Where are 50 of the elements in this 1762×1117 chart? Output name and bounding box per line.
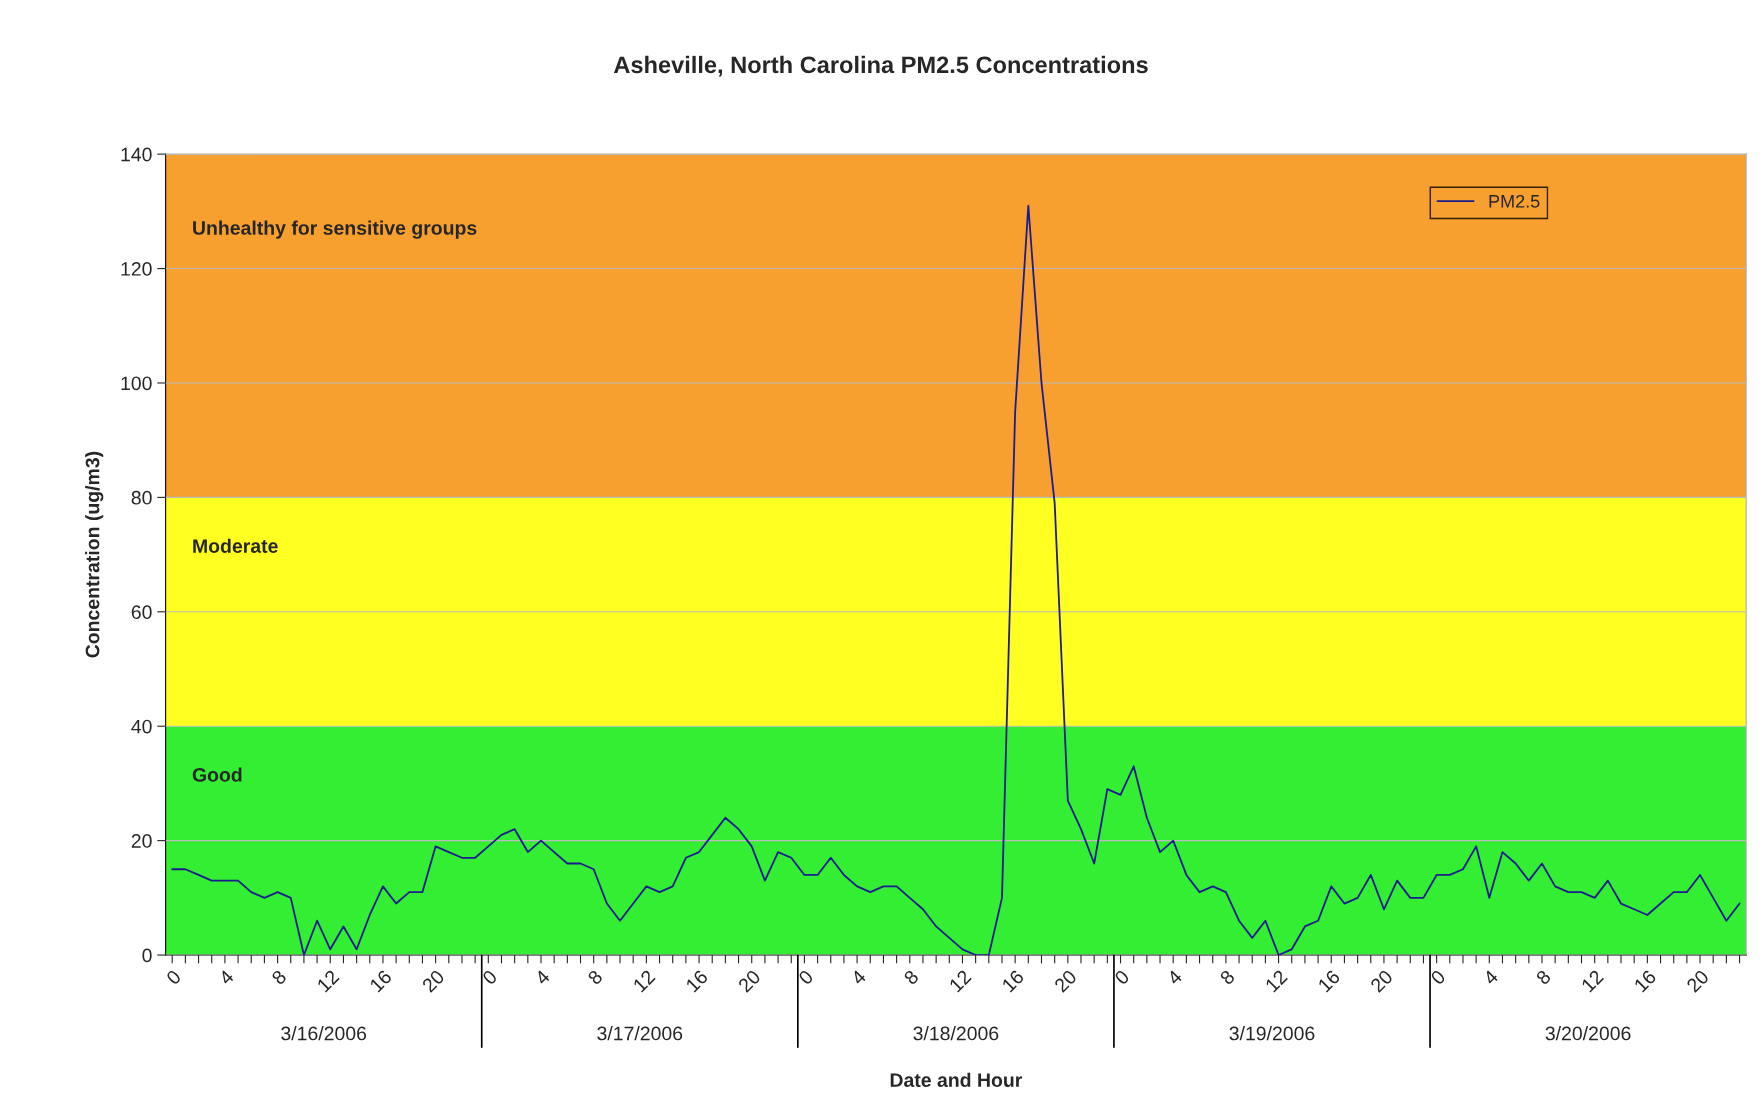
x-tick-label: 20 bbox=[421, 969, 446, 993]
x-tick-label: 20 bbox=[737, 969, 762, 993]
x-tick-label: 16 bbox=[685, 969, 709, 993]
x-tick-label: 4 bbox=[1482, 969, 1499, 986]
x-tick-label: 8 bbox=[1219, 969, 1236, 986]
x-tick-label: 4 bbox=[534, 969, 551, 986]
x-tick-label: 20 bbox=[1053, 969, 1078, 993]
x-tick-label: 8 bbox=[1535, 969, 1552, 986]
x-tick-label: 12 bbox=[1264, 969, 1288, 993]
y-tick-label: 80 bbox=[131, 490, 152, 505]
x-tick-label: 12 bbox=[948, 969, 972, 993]
y-tick-label: 20 bbox=[131, 834, 152, 848]
x-tick-label: 16 bbox=[1633, 969, 1657, 993]
y-tick-label: 140 bbox=[121, 147, 152, 162]
x-tick-label: 0 bbox=[1429, 969, 1447, 986]
x-tick-label: 0 bbox=[1113, 969, 1131, 986]
y-axis-title: Concentration (ug/m3) bbox=[85, 451, 104, 658]
text: 3/18/2006 bbox=[913, 1026, 999, 1041]
band-label: Moderate bbox=[193, 538, 278, 553]
x-tick-label: 16 bbox=[1317, 969, 1341, 993]
y-tick-label: 120 bbox=[121, 262, 152, 276]
x-tick-label: 16 bbox=[1001, 969, 1025, 993]
x-tick-label: 12 bbox=[1580, 969, 1604, 993]
legend-label: PM2.5 bbox=[1489, 194, 1540, 208]
x-tick-label: 0 bbox=[797, 969, 814, 986]
x-tick-label: 4 bbox=[1166, 969, 1183, 986]
x-tick-label: 12 bbox=[316, 969, 340, 993]
x-tick-label: 4 bbox=[218, 969, 235, 986]
text: 3/17/2006 bbox=[597, 1026, 683, 1041]
x-tick-label: 0 bbox=[481, 969, 498, 986]
x-tick-label: 8 bbox=[903, 969, 920, 986]
x-tick-label: 8 bbox=[587, 969, 604, 986]
x-tick-label: 4 bbox=[850, 969, 867, 986]
x-tick-label: 16 bbox=[369, 969, 393, 993]
text: 3/19/2006 bbox=[1229, 1026, 1315, 1041]
band-label: Unhealthy for sensitive groups bbox=[193, 220, 477, 239]
band-label: Good bbox=[192, 767, 242, 782]
x-tick-label: 20 bbox=[1369, 969, 1394, 993]
x-tick-label: 20 bbox=[1685, 969, 1710, 993]
y-tick-label: 60 bbox=[131, 605, 152, 620]
text: 3/16/2006 bbox=[281, 1026, 367, 1041]
chart-title: Asheville, North Carolina PM2.5 Concentrations bbox=[613, 55, 1148, 77]
x-tick-label: 8 bbox=[270, 969, 288, 986]
y-tick-label: 100 bbox=[121, 376, 152, 391]
y-tick-label: 0 bbox=[142, 948, 152, 963]
x-tick-label: 12 bbox=[632, 969, 656, 993]
text: 3/20/2006 bbox=[1545, 1026, 1631, 1041]
x-axis-title: Date and Hour bbox=[890, 1072, 1023, 1088]
y-tick-label: 40 bbox=[131, 719, 152, 734]
x-tick-label: 0 bbox=[165, 969, 182, 986]
